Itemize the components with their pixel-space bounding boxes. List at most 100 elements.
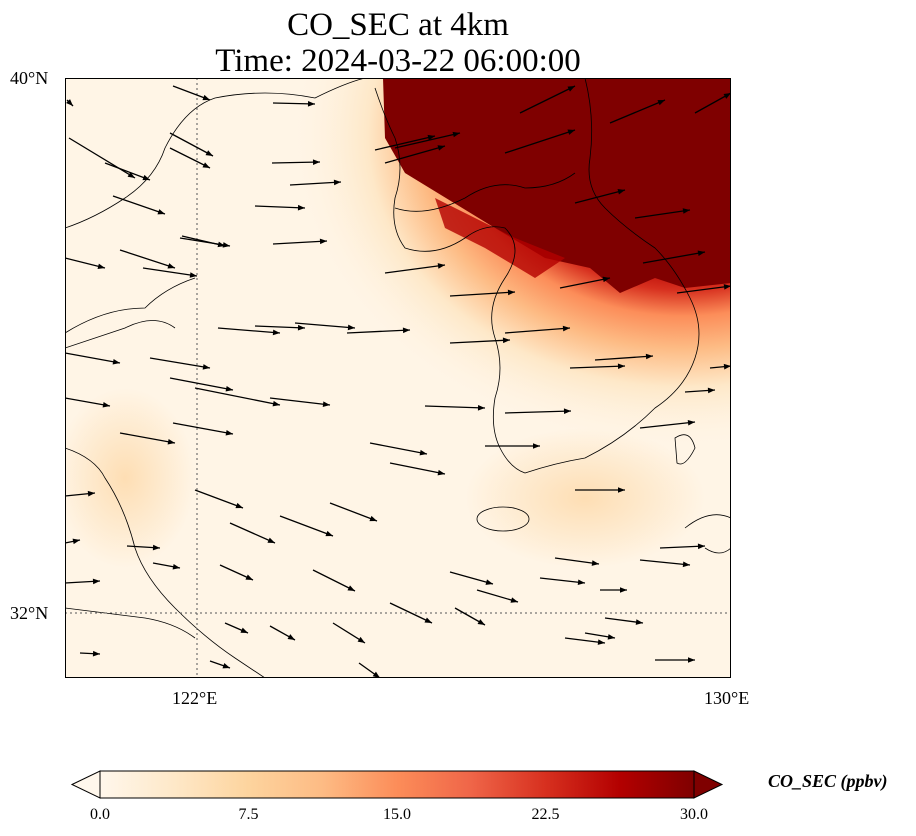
wind-vector-head <box>645 353 653 360</box>
wind-vector-head <box>477 619 485 625</box>
lon-tick-122e: 122°E <box>172 688 218 708</box>
wind-vector <box>279 515 334 537</box>
wind-vector-head <box>307 101 315 107</box>
wind-vector-head <box>369 515 377 522</box>
wind-vector-head <box>272 329 280 336</box>
wind-vector <box>449 339 511 344</box>
wind-vector <box>424 405 486 409</box>
wind-vector-head <box>567 129 575 135</box>
lat-tick-32n: 32°N <box>10 603 49 623</box>
wind-vector <box>169 147 211 169</box>
wind-vector <box>539 577 586 584</box>
wind-vector-head <box>723 93 731 99</box>
wind-vector-head <box>427 134 435 141</box>
wind-vector <box>289 181 342 186</box>
wind-vector-head <box>507 289 515 296</box>
lon-tick-130e: 130°E <box>704 688 750 708</box>
wind-vector-head <box>102 402 110 408</box>
wind-vector-head <box>217 241 225 248</box>
wind-vector-head <box>66 99 73 106</box>
wind-vector <box>449 291 516 297</box>
wind-vector-head <box>202 162 210 168</box>
wind-vector-head <box>707 387 715 394</box>
wind-vector <box>104 162 151 181</box>
wind-vector-head <box>142 174 150 181</box>
wind-vector <box>449 571 494 585</box>
wind-vector-head <box>240 627 248 633</box>
wind-vector-head <box>347 324 355 331</box>
wind-vector <box>169 377 234 391</box>
wind-vector-head <box>267 537 275 543</box>
wind-vector-head <box>172 563 180 570</box>
wind-vector <box>312 569 356 592</box>
wind-vector-head <box>287 634 295 640</box>
wind-vector-head <box>189 272 197 278</box>
wind-vector <box>65 397 111 407</box>
wind-vector-head <box>202 94 210 101</box>
wind-vector-head <box>347 585 355 591</box>
wind-vectors <box>65 85 731 678</box>
wind-vector-head <box>567 86 575 92</box>
wind-vector-head <box>127 171 135 178</box>
wind-vector <box>639 559 691 566</box>
map-frame <box>65 78 731 678</box>
wind-vector-head <box>424 617 432 623</box>
wind-vector-head <box>602 276 610 283</box>
wind-vector <box>504 129 576 154</box>
wind-vector <box>504 410 572 414</box>
colorbar-tick: 0.0 <box>90 806 110 823</box>
wind-vector-head <box>510 597 518 603</box>
map-title: CO_SEC at 4km <box>287 7 509 43</box>
wind-vector <box>639 421 696 429</box>
wind-vector <box>68 137 136 179</box>
wind-vector-head <box>312 159 320 165</box>
wind-vector-head <box>225 385 233 392</box>
wind-vector-head <box>697 250 705 256</box>
wind-vector <box>569 365 626 369</box>
wind-vector <box>634 209 691 219</box>
wind-vector-head <box>697 543 705 550</box>
wind-vector-head <box>157 209 165 215</box>
wind-vector-head <box>563 408 571 415</box>
wind-vector-head <box>87 490 95 497</box>
wind-vector <box>389 602 433 624</box>
wind-vector <box>384 264 446 274</box>
wind-vector <box>594 355 654 361</box>
wind-vector-head <box>682 208 690 214</box>
wind-vector <box>272 240 328 245</box>
wind-vector <box>476 589 519 603</box>
wind-vector <box>659 545 706 549</box>
colorbar-tick: 15.0 <box>383 806 411 823</box>
wind-vector <box>554 557 600 565</box>
colorbar <box>70 770 724 799</box>
wind-vector-head <box>618 487 625 493</box>
wind-vector-head <box>591 560 599 566</box>
wind-vector <box>142 267 198 277</box>
wind-vector-head <box>533 443 540 449</box>
wind-vector-head <box>333 179 341 186</box>
wind-vector-head <box>577 579 585 586</box>
wind-vector-head <box>682 561 690 568</box>
wind-vector-head <box>437 145 445 151</box>
wind-vector-head <box>112 358 120 365</box>
wind-vector-head <box>92 578 100 585</box>
wind-vector-head <box>485 579 493 585</box>
wind-vector <box>389 462 446 475</box>
wind-vector-head <box>657 100 665 106</box>
wind-vector-head <box>272 400 280 407</box>
wind-vector-head <box>597 639 605 645</box>
wind-vector-head <box>687 419 695 426</box>
wind-vector-head <box>502 337 510 344</box>
wind-vector <box>194 489 244 509</box>
wind-vector <box>642 251 706 264</box>
wind-vector-head <box>319 238 327 245</box>
wind-vector-head <box>477 404 485 411</box>
wind-vector-head <box>92 650 100 657</box>
wind-vector <box>329 502 378 522</box>
wind-vector-head <box>688 657 695 663</box>
wind-vector-head <box>617 189 625 195</box>
wind-vector-head <box>235 502 243 509</box>
wind-vector <box>169 132 214 157</box>
wind-vector-head <box>357 636 365 643</box>
co-field <box>65 78 731 568</box>
